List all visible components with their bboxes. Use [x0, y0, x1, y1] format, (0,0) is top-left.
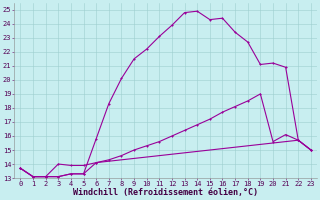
X-axis label: Windchill (Refroidissement éolien,°C): Windchill (Refroidissement éolien,°C)	[73, 188, 258, 197]
